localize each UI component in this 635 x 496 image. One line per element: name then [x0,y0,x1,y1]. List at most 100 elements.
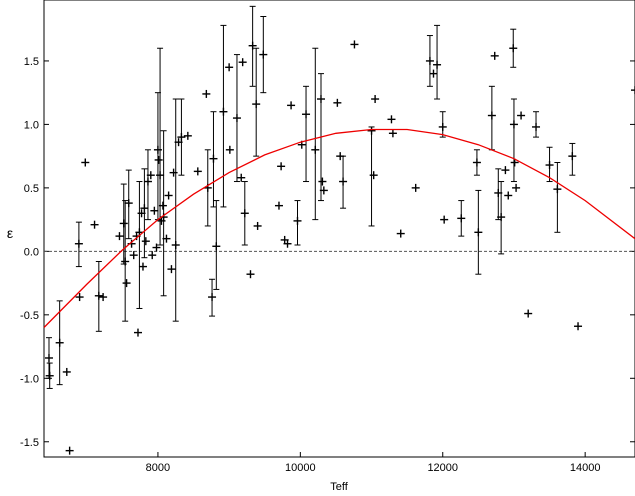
data-point [545,146,554,183]
data-point [212,200,221,290]
data-point [121,200,130,322]
data-point [65,446,74,455]
data-point [138,262,147,271]
data-point [148,251,157,260]
data-point [238,58,247,67]
data-point [162,234,171,243]
data-point [208,278,217,317]
data-point [122,279,131,288]
data-point [510,158,519,167]
data-point [472,149,481,176]
data-point [141,237,150,246]
data-point [252,47,261,157]
data-point [429,69,438,78]
data-point [487,85,496,151]
data-point [44,337,53,379]
data-point [311,47,320,221]
y-axis-label: ε [7,225,13,241]
data-point [202,89,211,98]
data-point [504,191,513,200]
data-point [367,126,376,227]
data-point [302,85,311,183]
data-point [248,5,257,87]
data-point [99,293,108,302]
data-point [167,265,176,274]
data-point [183,131,192,140]
y-tick-label: -0.5 [20,310,39,322]
data-point [115,232,124,241]
data-point [135,181,144,309]
plot-frame [43,0,635,458]
x-axis: 8000 10000 12000 14000 [146,452,601,474]
data-point [169,168,178,177]
data-point [74,221,83,268]
data-point [55,300,64,386]
data-point [154,155,163,164]
data-point [237,173,246,182]
data-point [45,362,54,389]
data-point [396,229,405,238]
y-tick-label: 0.0 [24,246,39,258]
data-point [240,181,249,246]
data-point [219,24,228,208]
data-point [371,95,380,104]
data-point [318,177,327,186]
data-point [497,181,506,255]
data-point [225,63,234,72]
data-point [177,98,186,176]
data-point [524,309,533,318]
data-point [153,92,162,221]
data-point [171,98,180,322]
data-point [232,54,241,183]
data-point [140,168,149,259]
data-point [457,200,466,237]
y-tick-label: 0.5 [24,183,39,195]
data-point [150,206,159,215]
data-point [440,215,449,224]
data-point [283,239,292,248]
data-point [438,111,447,138]
data-point [193,167,202,176]
data-point [129,251,138,260]
data-point [164,191,173,200]
data-point [274,201,283,210]
data-point [287,101,296,110]
data-point [156,47,165,246]
y-axis: -1.5 -1.0 -0.5 0.0 0.5 1.0 1.5 [20,56,635,449]
data-point [75,293,84,302]
data-point [152,243,161,252]
data-point [203,149,212,227]
data-point [253,221,262,230]
data-point [517,111,526,120]
data-point [333,98,342,107]
data-point [425,35,434,87]
data-point [501,166,510,175]
data-point [209,111,218,208]
data-point [553,161,562,233]
data-point [277,162,286,171]
data-point [259,16,268,94]
data-point [81,158,90,167]
x-tick-label: 14000 [570,462,601,474]
data-point [293,200,302,246]
data-point [124,169,133,240]
data-point [631,86,635,95]
data-point [246,270,255,279]
y-tick-label: -1.5 [20,437,39,449]
x-axis-label: Teff [330,481,348,493]
x-tick-label: 10000 [285,462,316,474]
y-tick-label: -1.0 [20,373,39,385]
fit-curve [43,128,635,328]
data-point [433,24,442,100]
data-point [339,155,348,209]
data-points [44,5,635,455]
data-point [143,149,152,221]
data-point [411,183,420,192]
data-point [532,111,541,138]
data-point [350,40,359,49]
x-tick-label: 12000 [427,462,458,474]
data-point [225,145,234,154]
y-tick-label: 1.0 [24,119,39,131]
data-point [133,328,142,337]
